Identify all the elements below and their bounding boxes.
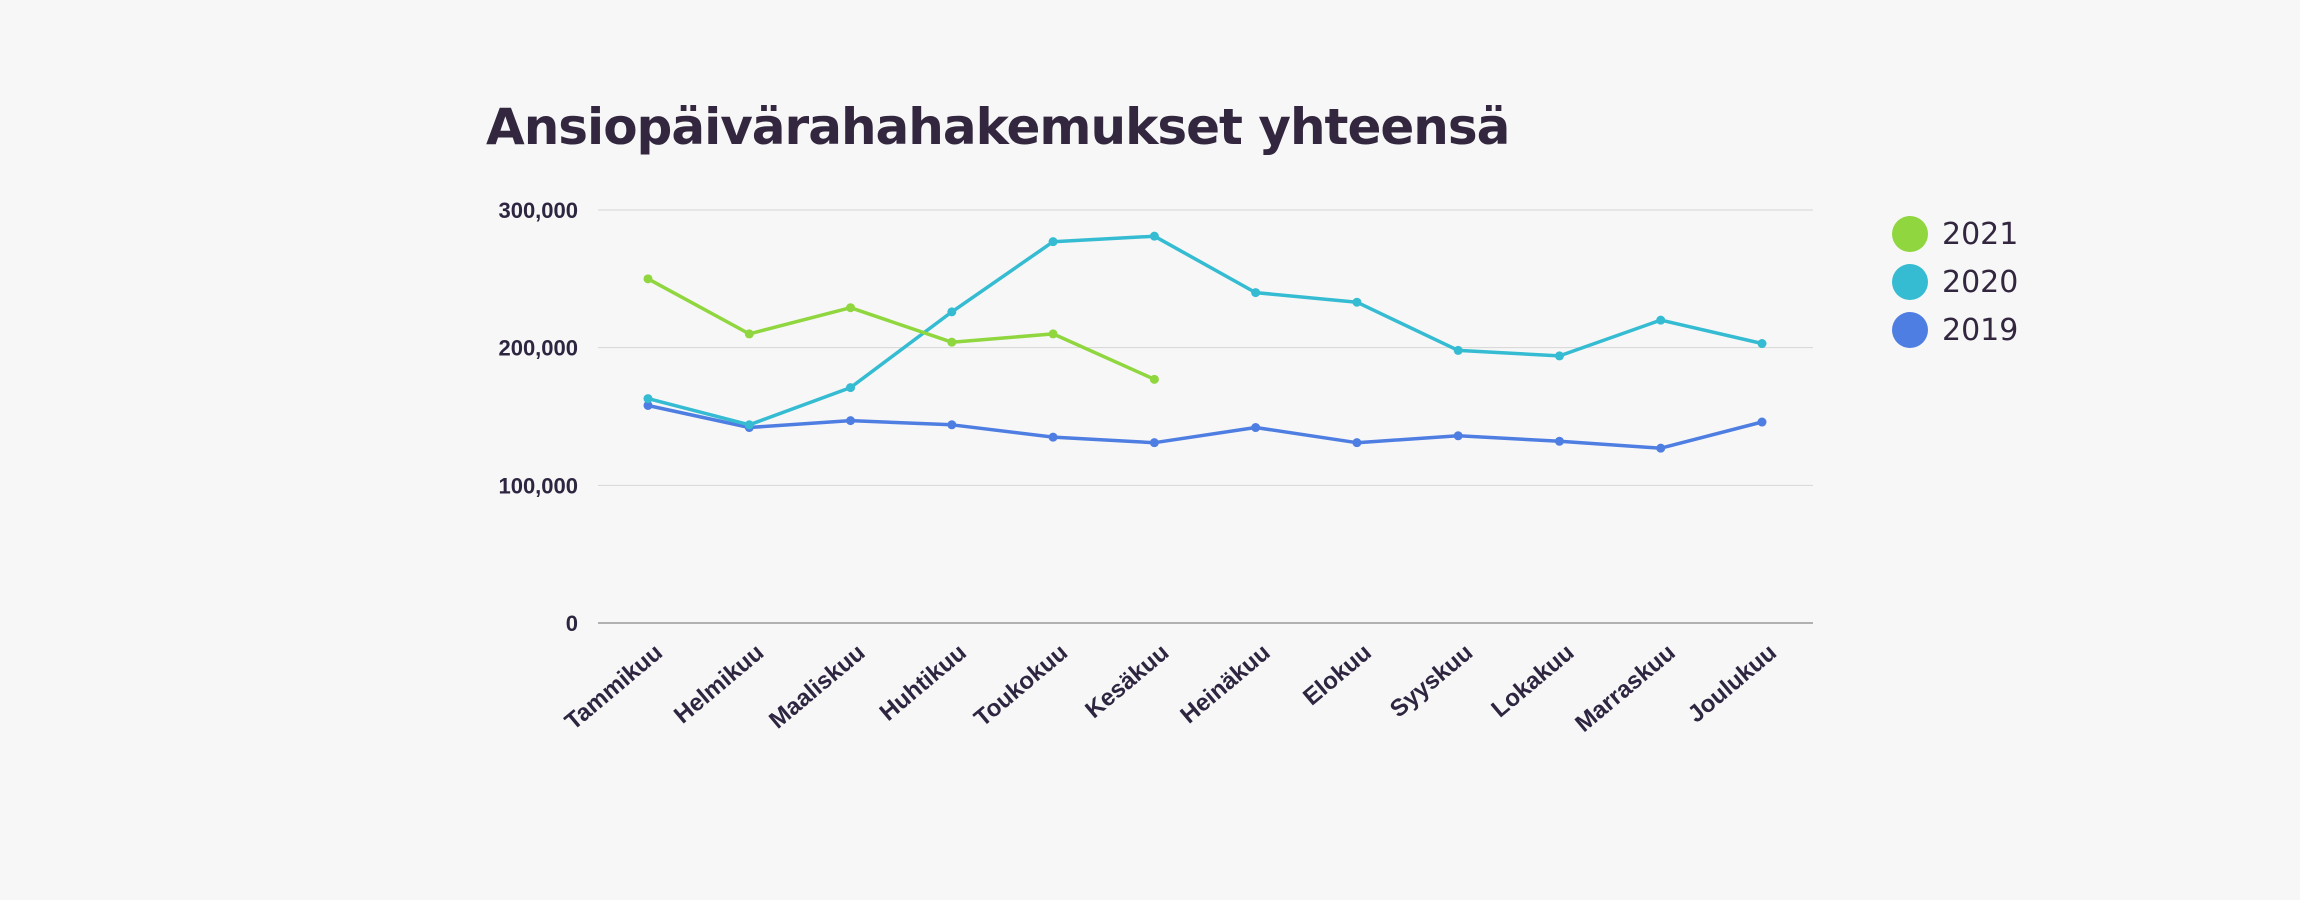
x-tick-label: Heinäkuu [1175, 639, 1275, 729]
data-point-2019 [947, 420, 957, 430]
data-point-2020 [1453, 345, 1463, 355]
series-line-2021 [646, 277, 1157, 382]
legend-item: 2019 [1892, 306, 2018, 354]
data-point-2021 [846, 303, 856, 313]
data-point-2019 [1149, 438, 1159, 448]
series-line-2020 [646, 234, 1764, 427]
legend-item: 2020 [1892, 258, 2018, 306]
data-point-2020 [1251, 288, 1261, 298]
chart-title: Ansiopäivärahahakemukset yhteensä [486, 98, 1510, 156]
data-point-2019 [1757, 417, 1767, 427]
legend-item: 2021 [1892, 210, 2018, 258]
legend-swatch [1892, 216, 1928, 252]
x-tick-label: Huhtikuu [875, 639, 972, 727]
legend: 2021 2020 2019 [1892, 210, 2018, 354]
x-tick-label: Syyskuu [1385, 639, 1478, 723]
data-point-2021 [1149, 374, 1159, 384]
data-point-2020 [1048, 237, 1058, 247]
y-axis-ticks: 0 100,000 200,000 300,000 [498, 198, 578, 636]
series-line-2019 [646, 403, 1764, 450]
x-tick-label: Maaliskuu [764, 639, 870, 734]
x-tick-label: Joulukuu [1683, 639, 1782, 728]
legend-swatch [1892, 312, 1928, 348]
data-point-2021 [643, 274, 653, 284]
legend-swatch [1892, 264, 1928, 300]
gridlines [598, 209, 1813, 624]
data-point-2020 [947, 307, 957, 317]
x-tick-label: Helmikuu [669, 639, 769, 729]
data-point-2019 [643, 400, 653, 410]
y-tick-label: 200,000 [498, 336, 578, 361]
x-tick-label: Kesäkuu [1080, 639, 1174, 724]
data-point-2019 [846, 416, 856, 426]
data-point-2020 [846, 383, 856, 393]
data-point-2020 [1757, 339, 1767, 349]
legend-label: 2021 [1942, 216, 2019, 252]
data-point-2020 [1656, 315, 1666, 325]
data-point-2020 [744, 420, 754, 430]
x-tick-label: Lokakuu [1486, 639, 1579, 723]
x-tick-label: Marraskuu [1570, 639, 1680, 738]
y-tick-label: 0 [566, 611, 578, 636]
data-point-2019 [1251, 423, 1261, 433]
data-point-2019 [1656, 443, 1666, 453]
data-point-2019 [1554, 436, 1564, 446]
data-point-2020 [1352, 297, 1362, 307]
y-tick-label: 300,000 [498, 198, 578, 223]
x-tick-label: Tammikuu [560, 639, 668, 736]
data-point-2021 [947, 337, 957, 347]
series-lines [643, 231, 1767, 453]
data-point-2020 [1149, 231, 1159, 241]
data-point-2019 [1352, 438, 1362, 448]
data-point-2019 [1048, 432, 1058, 442]
data-point-2019 [1453, 431, 1463, 441]
legend-label: 2020 [1942, 264, 2019, 300]
legend-label: 2019 [1942, 312, 2019, 348]
data-point-2020 [1554, 351, 1564, 361]
data-point-2020 [643, 394, 653, 404]
x-tick-label: Elokuu [1298, 639, 1377, 711]
data-point-2021 [744, 329, 754, 339]
data-point-2021 [1048, 329, 1058, 339]
y-tick-label: 100,000 [498, 473, 578, 498]
x-tick-label: Toukokuu [969, 639, 1073, 732]
